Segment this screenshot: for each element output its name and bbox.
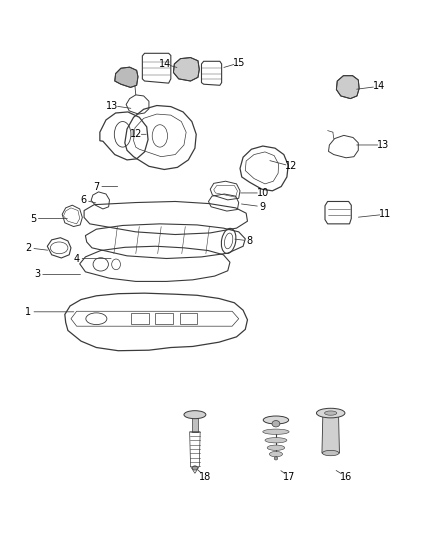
Text: 14: 14 bbox=[159, 59, 171, 69]
Text: 17: 17 bbox=[283, 472, 295, 481]
Ellipse shape bbox=[265, 438, 287, 443]
Ellipse shape bbox=[274, 457, 278, 460]
Ellipse shape bbox=[267, 445, 285, 450]
Ellipse shape bbox=[184, 410, 206, 419]
Text: 1: 1 bbox=[25, 307, 32, 317]
Ellipse shape bbox=[263, 416, 289, 424]
Text: 6: 6 bbox=[80, 195, 86, 205]
Text: 11: 11 bbox=[379, 209, 392, 219]
Text: 12: 12 bbox=[130, 130, 142, 139]
Text: 8: 8 bbox=[247, 236, 253, 246]
Text: 13: 13 bbox=[106, 101, 118, 110]
Ellipse shape bbox=[322, 450, 339, 456]
Text: 4: 4 bbox=[74, 254, 80, 263]
Text: 14: 14 bbox=[373, 82, 385, 91]
Text: 7: 7 bbox=[93, 182, 99, 191]
Text: 9: 9 bbox=[260, 202, 266, 212]
Bar bbox=[192, 415, 198, 432]
Ellipse shape bbox=[272, 421, 280, 427]
Ellipse shape bbox=[263, 429, 289, 434]
Text: 3: 3 bbox=[34, 270, 40, 279]
Polygon shape bbox=[322, 416, 339, 453]
Text: 16: 16 bbox=[340, 472, 352, 481]
Text: 13: 13 bbox=[377, 140, 389, 150]
Text: 2: 2 bbox=[25, 243, 32, 253]
Ellipse shape bbox=[325, 411, 337, 415]
Polygon shape bbox=[115, 67, 138, 87]
Text: 15: 15 bbox=[233, 58, 245, 68]
Text: 12: 12 bbox=[285, 161, 297, 171]
Ellipse shape bbox=[316, 408, 345, 418]
Text: 18: 18 bbox=[199, 472, 211, 481]
Polygon shape bbox=[336, 76, 359, 99]
Text: 5: 5 bbox=[30, 214, 36, 223]
Text: 10: 10 bbox=[257, 188, 269, 198]
Ellipse shape bbox=[269, 451, 283, 457]
Ellipse shape bbox=[192, 466, 198, 470]
Polygon shape bbox=[173, 58, 199, 81]
